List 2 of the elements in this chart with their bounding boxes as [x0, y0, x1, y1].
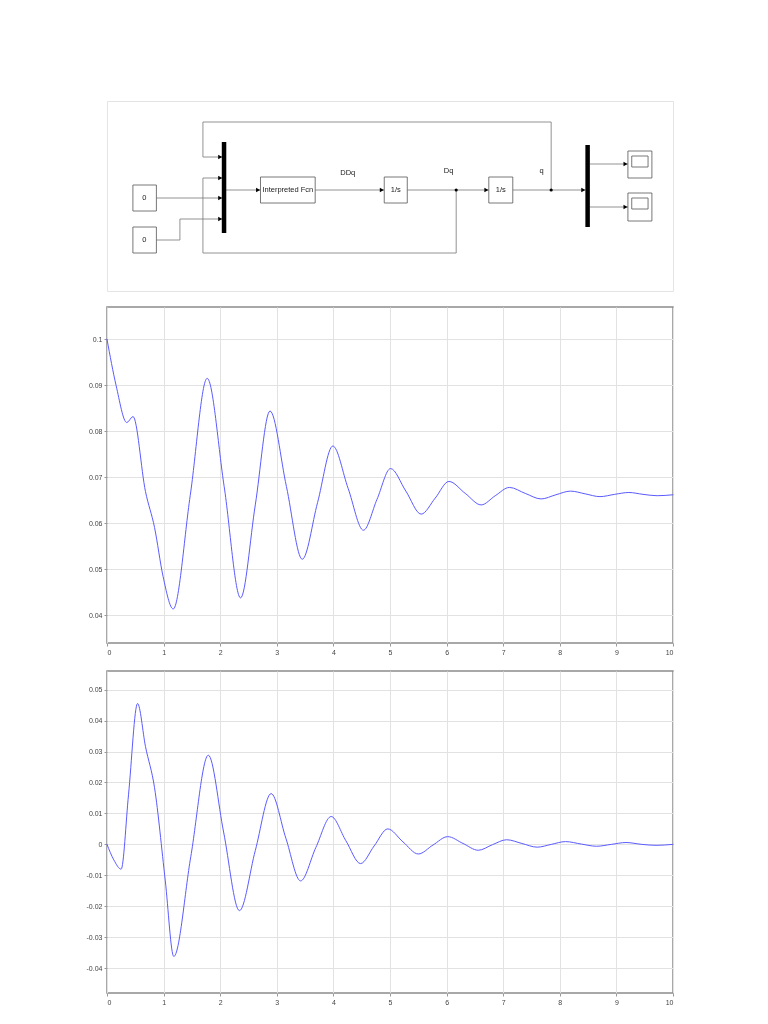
line-series: [106, 338, 674, 610]
line-series: [106, 703, 674, 957]
